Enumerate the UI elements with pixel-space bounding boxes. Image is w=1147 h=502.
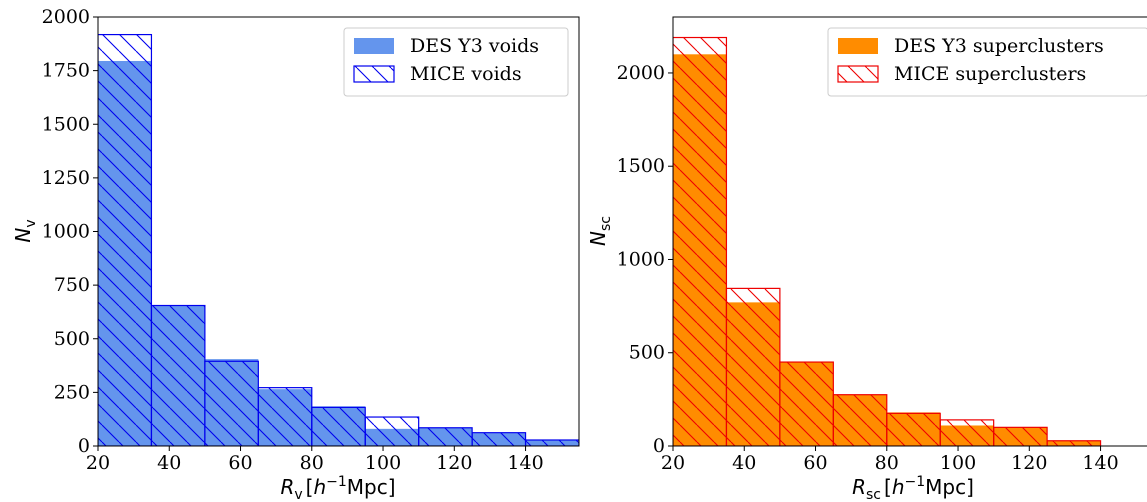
bar-hatched — [524, 439, 579, 446]
x-tick-label: 140 — [507, 452, 543, 474]
x-tick-label: 40 — [157, 452, 181, 474]
left-y-axis-label: Nv — [11, 219, 39, 242]
legend-box — [343, 27, 569, 97]
bar-hatched — [471, 432, 527, 446]
y-tick-label: 500 — [629, 342, 665, 364]
y-tick-label: 0 — [653, 435, 665, 457]
y-tick-label: 500 — [54, 328, 90, 350]
x-tick-label: 20 — [86, 452, 110, 474]
bar-hatched — [204, 360, 259, 446]
bar-hatched — [98, 33, 153, 446]
legend-label: MICE voids — [410, 63, 522, 85]
legend-label: MICE superclusters — [894, 63, 1086, 85]
axes-frame — [672, 16, 1147, 447]
legend-swatch-hatched — [837, 65, 879, 83]
bar-hatched — [311, 406, 366, 446]
y-tick-label: 1000 — [617, 248, 665, 270]
bar-hatched — [939, 419, 995, 446]
bar-hatched — [257, 387, 313, 446]
y-tick-label: 1500 — [42, 113, 90, 135]
x-tick-label: 100 — [365, 452, 401, 474]
bar-hatched — [779, 361, 834, 446]
legend-swatch-filled — [354, 38, 394, 54]
x-tick-label: 80 — [300, 452, 324, 474]
x-tick-label: 60 — [803, 452, 827, 474]
legend-box — [827, 27, 1147, 97]
x-tick-label: 80 — [875, 452, 899, 474]
bar-hatched — [673, 36, 728, 446]
bars-group — [673, 36, 1102, 446]
right-y-axis-label: Nsc — [586, 216, 614, 246]
left-histogram-panel: 20 40 60 80 100 120 140 0 250 500 750 1000 1250 1500 1… — [42, 6, 580, 474]
y-tick-label: 1500 — [617, 155, 665, 177]
y-tick-label: 1250 — [42, 167, 90, 189]
right-histogram-panel: 20 40 60 80 100 120 140 0 500 1000 1500 2000 DES Y3 … — [617, 16, 1147, 474]
x-tick-label: 60 — [228, 452, 252, 474]
y-tick-label: 1750 — [42, 60, 90, 82]
x-tick-label: 20 — [661, 452, 685, 474]
y-tick-label: 250 — [54, 381, 90, 403]
legend: DES Y3 voids MICE voids — [343, 27, 569, 97]
y-tick-label: 750 — [54, 274, 90, 296]
bar-hatched — [886, 412, 941, 446]
legend-swatch-filled — [838, 38, 878, 54]
x-tick-label: 100 — [940, 452, 976, 474]
bar-hatched — [418, 427, 473, 446]
y-tick-label: 2000 — [42, 6, 90, 28]
x-tick-label: 40 — [732, 452, 756, 474]
y-tick-label: 0 — [78, 435, 90, 457]
legend: DES Y3 superclusters MICE superclusters — [827, 27, 1147, 97]
right-x-axis-label: Rsc [h−1Mpc] — [852, 474, 974, 502]
legend-label: DES Y3 superclusters — [894, 35, 1104, 57]
legend-label: DES Y3 voids — [410, 35, 539, 57]
left-x-axis-label: Rv [h−1Mpc] — [280, 474, 395, 502]
bars-group — [98, 33, 579, 446]
x-tick-label: 120 — [436, 452, 472, 474]
bar-hatched — [993, 426, 1048, 446]
legend-swatch-hatched — [353, 65, 395, 83]
x-tick-label: 120 — [1011, 452, 1047, 474]
bar-hatched — [364, 416, 420, 446]
x-tick-label: 140 — [1082, 452, 1118, 474]
bar-hatched — [1046, 440, 1102, 446]
y-tick-label: 2000 — [617, 62, 665, 84]
bar-hatched — [832, 394, 888, 446]
y-tick-label: 1000 — [42, 221, 90, 243]
bar-hatched — [725, 287, 781, 446]
bar-hatched — [150, 304, 206, 446]
